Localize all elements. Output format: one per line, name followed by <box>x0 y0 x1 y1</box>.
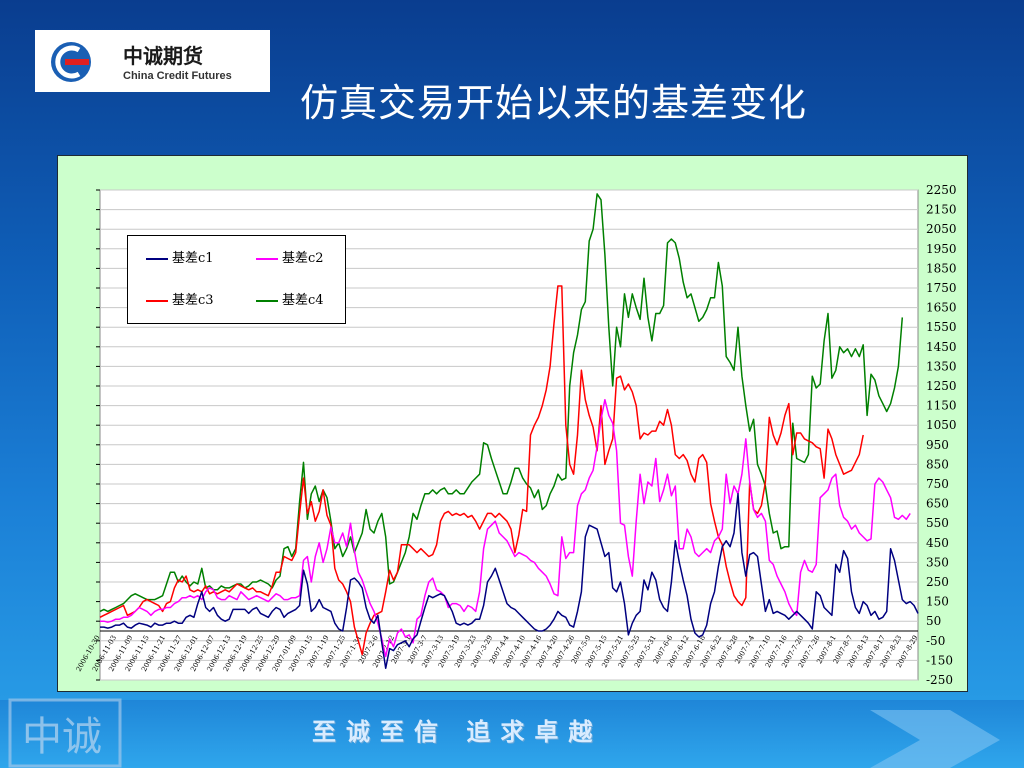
y-tick-label: 1150 <box>926 399 957 413</box>
series-line-c2 <box>100 398 911 658</box>
legend-swatch-c2 <box>256 257 278 260</box>
series-line-c4 <box>99 193 904 613</box>
series-line-c3 <box>99 285 864 656</box>
china-credit-emblem-icon <box>51 42 91 82</box>
y-tick-label: -50 <box>926 634 945 648</box>
y-tick-label: 1650 <box>926 301 957 315</box>
footer-band <box>0 700 1024 768</box>
legend-swatch-c1 <box>146 257 168 260</box>
legend-label-c4: 基差c4 <box>282 293 324 308</box>
y-tick-label: -250 <box>926 673 953 687</box>
y-tick-label: 1050 <box>926 418 957 432</box>
y-tick-label: 550 <box>926 516 949 530</box>
arrow-decoration-icon <box>870 710 1000 768</box>
y-tick-label: 2250 <box>926 183 957 197</box>
series-line-c1 <box>100 493 919 669</box>
y-tick-label: 1750 <box>926 281 957 295</box>
y-tick-label: 150 <box>926 595 949 609</box>
y-tick-label: 2150 <box>926 203 957 217</box>
y-tick-label: -150 <box>926 653 953 667</box>
y-tick-label: 1350 <box>926 359 957 373</box>
y-tick-label: 450 <box>926 536 949 550</box>
y-tick-label: 350 <box>926 555 949 569</box>
legend-swatch-c4 <box>256 299 278 302</box>
y-tick-label: 950 <box>926 438 949 452</box>
y-tick-label: 850 <box>926 457 949 471</box>
logo-chinese-name: 中诚期货 <box>123 44 203 68</box>
y-tick-label: 650 <box>926 497 949 511</box>
y-tick-label: 50 <box>926 614 941 628</box>
y-tick-label: 250 <box>926 575 949 589</box>
legend-label-c2: 基差c2 <box>282 251 324 266</box>
y-tick-label: 1250 <box>926 379 957 393</box>
slide-title: 仿真交易开始以来的基差变化 <box>300 81 808 125</box>
y-tick-label: 1850 <box>926 261 957 275</box>
seal-text: 中诚 <box>22 714 102 760</box>
legend-item-c1: 基差c1 <box>146 251 214 267</box>
chart-legend: 基差c1 基差c2 基差c3 基差c4 <box>127 235 346 324</box>
y-tick-label: 1550 <box>926 320 957 334</box>
y-tick-label: 1950 <box>926 242 957 256</box>
legend-label-c3: 基差c3 <box>172 293 214 308</box>
legend-item-c4: 基差c4 <box>256 293 324 309</box>
company-logo: 中诚期货 China Credit Futures <box>35 30 270 92</box>
footer-slogan: 至诚至信 追求卓越 <box>312 718 603 746</box>
legend-item-c2: 基差c2 <box>256 251 324 267</box>
y-tick-label: 750 <box>926 477 949 491</box>
seal-watermark-icon: 中诚 <box>8 698 122 768</box>
y-tick-label: 2050 <box>926 222 957 236</box>
legend-label-c1: 基差c1 <box>172 251 214 266</box>
y-tick-label: 1450 <box>926 340 957 354</box>
legend-swatch-c3 <box>146 299 168 302</box>
logo-english-name: China Credit Futures <box>123 70 232 82</box>
legend-item-c3: 基差c3 <box>146 293 214 309</box>
